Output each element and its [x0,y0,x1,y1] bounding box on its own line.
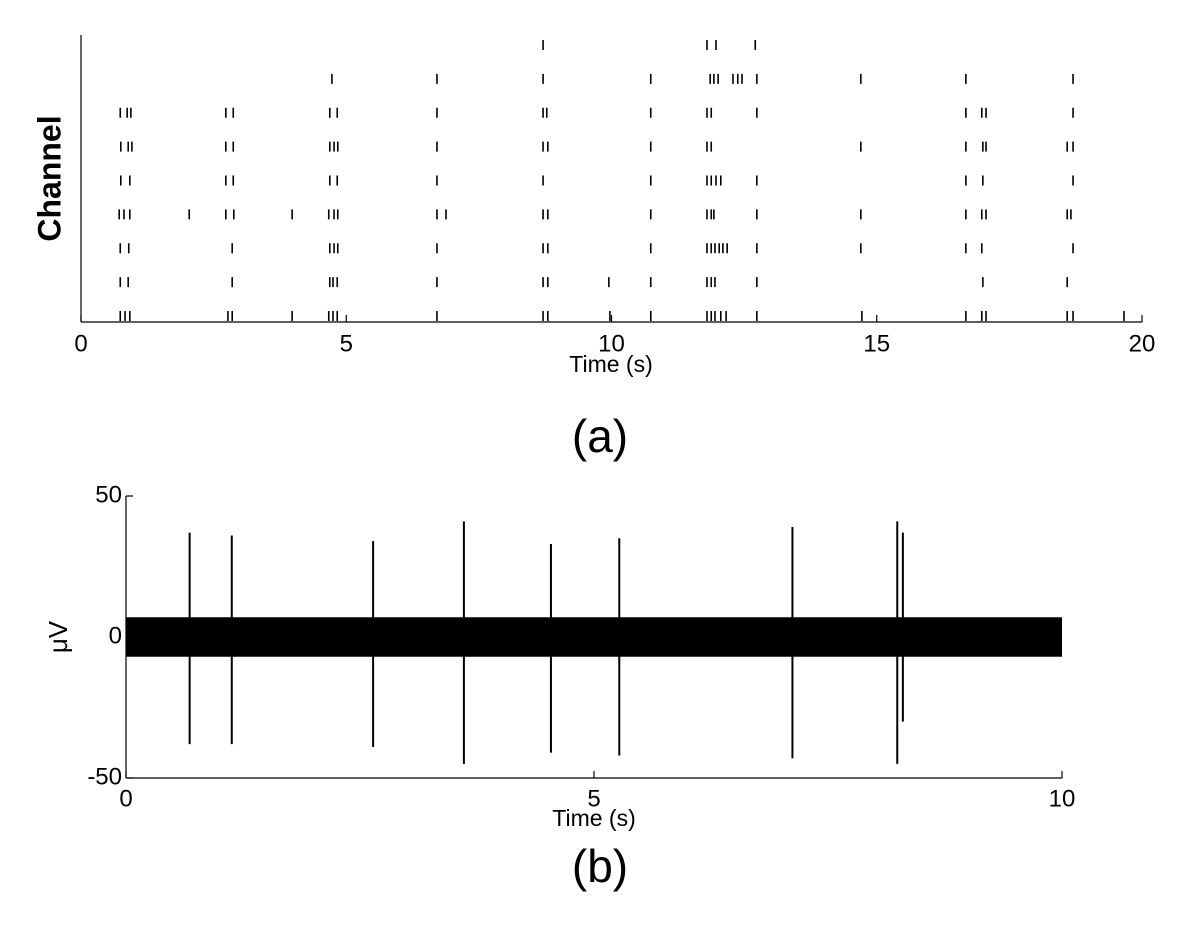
x-axis-title: Time (s) [552,805,635,831]
caption: (a) [572,410,628,462]
y-tick-label: 0 [109,622,122,649]
x-axis-title: Time (s) [569,351,652,377]
x-tick-label: 15 [863,330,890,357]
x-tick-label: 10 [1049,785,1076,812]
y-tick-label: 50 [95,481,122,508]
x-tick-label: 0 [119,785,132,812]
x-tick-label: 5 [340,330,353,357]
y-axis-title: Channel [31,115,67,241]
y-axis-title: μV [43,620,73,653]
noise-band [126,617,1062,657]
x-tick-label: 20 [1129,330,1156,357]
x-tick-label: 10 [598,330,625,357]
x-tick-label: 5 [587,785,600,812]
x-tick-label: 0 [74,330,87,357]
y-tick-label: -50 [87,763,122,790]
caption: (b) [572,840,628,892]
